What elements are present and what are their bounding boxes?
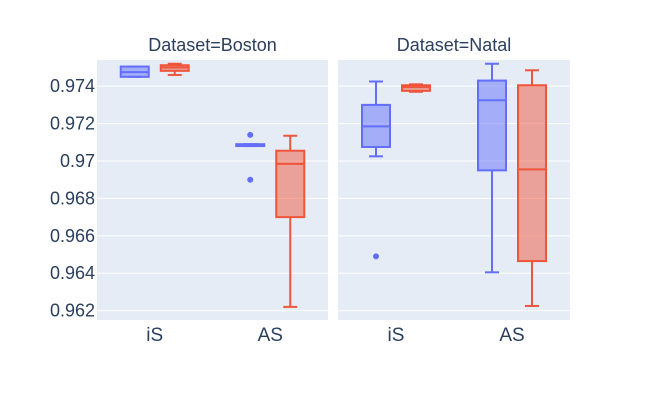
x-tick-label: iS xyxy=(146,325,163,346)
outlier-point xyxy=(373,253,379,260)
y-tick-label: 0.97 xyxy=(60,151,95,171)
y-tick-label: 0.962 xyxy=(50,301,95,321)
boxes-boston xyxy=(119,62,306,308)
y-axis-ticks: 0.974 0.972 0.97 0.968 0.966 0.964 0.962 xyxy=(50,76,95,320)
y-tick-label: 0.968 xyxy=(50,188,95,208)
box-AS-series-1 xyxy=(275,134,306,308)
boxes-natal xyxy=(361,62,547,307)
box-iS-series-0 xyxy=(119,65,150,78)
facet-title-boston: Dataset=Boston xyxy=(148,35,277,55)
y-tick-label: 0.964 xyxy=(50,263,95,283)
x-tick-label: AS xyxy=(258,325,283,346)
outlier-point xyxy=(247,131,254,138)
box-AS-series-0 xyxy=(235,131,266,183)
y-tick-label: 0.966 xyxy=(50,226,95,246)
facet-boston: Dataset=Boston iS AS xyxy=(97,35,328,346)
x-tick-label: iS xyxy=(388,325,405,346)
x-tick-label: AS xyxy=(499,325,524,346)
outlier-point xyxy=(247,176,254,183)
box-AS-series-1 xyxy=(517,69,547,307)
box-iqr xyxy=(275,149,306,219)
y-tick-label: 0.974 xyxy=(50,76,95,96)
box-AS-series-0 xyxy=(477,62,507,274)
box-iS-series-0 xyxy=(361,80,391,260)
y-tick-label: 0.972 xyxy=(50,114,95,134)
x-ticks-boston: iS AS xyxy=(146,325,283,346)
box-iS-series-1 xyxy=(159,62,190,76)
box-iS-series-1 xyxy=(401,83,431,93)
facet-natal: Dataset=Natal iS AS xyxy=(338,35,570,346)
box-iqr xyxy=(477,79,507,172)
box-iqr xyxy=(517,84,547,263)
facet-title-natal: Dataset=Natal xyxy=(397,35,512,55)
x-ticks-natal: iS AS xyxy=(388,325,525,346)
